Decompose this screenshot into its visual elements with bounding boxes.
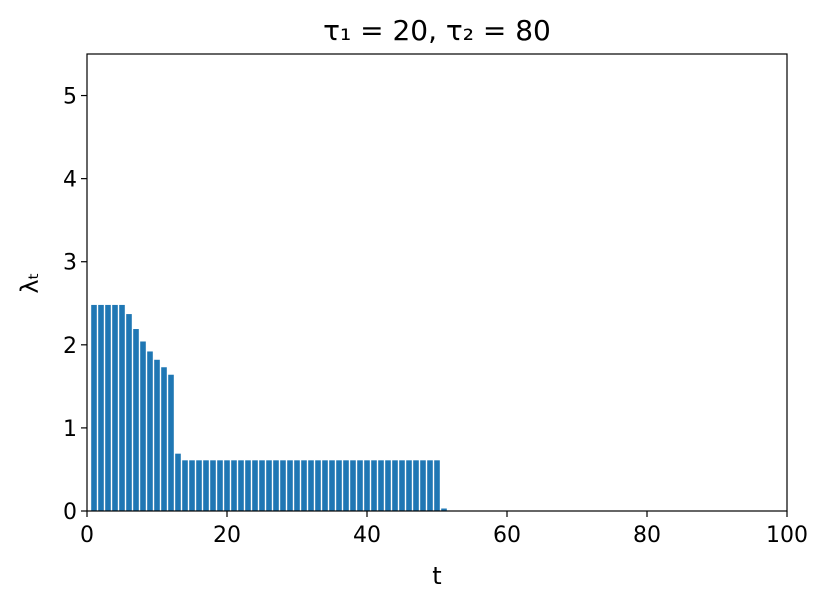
- bar: [91, 304, 97, 511]
- bar: [336, 460, 342, 511]
- bar: [308, 460, 314, 511]
- bar: [420, 460, 426, 511]
- bar: [287, 460, 293, 511]
- bar: [245, 460, 251, 511]
- bar: [301, 460, 307, 511]
- bar: [119, 304, 125, 511]
- bar: [98, 304, 104, 511]
- bar: [280, 460, 286, 511]
- bar: [357, 460, 363, 511]
- y-tick-label: 2: [63, 334, 77, 359]
- x-axis-label: t: [432, 562, 441, 590]
- y-tick-label: 1: [63, 417, 77, 442]
- y-tick-label: 5: [63, 85, 77, 110]
- x-tick-label: 0: [80, 523, 94, 548]
- bar: [126, 314, 132, 511]
- bar: [406, 460, 412, 511]
- bar: [238, 460, 244, 511]
- bar: [112, 304, 118, 511]
- bar: [266, 460, 272, 511]
- bar: [224, 460, 230, 511]
- bar: [231, 460, 237, 511]
- bar: [364, 460, 370, 511]
- bar: [427, 460, 433, 511]
- bar: [196, 460, 202, 511]
- x-tick-label: 20: [213, 523, 241, 548]
- bar: [182, 460, 188, 511]
- x-tick-label: 100: [766, 523, 808, 548]
- bar: [378, 460, 384, 511]
- y-axis-label: λₜ: [16, 272, 44, 293]
- bar: [147, 351, 153, 511]
- bar: [413, 460, 419, 511]
- bar: [189, 460, 195, 511]
- bar: [161, 367, 167, 511]
- bar: [217, 460, 223, 511]
- chart-title: τ₁ = 20, τ₂ = 80: [323, 14, 551, 47]
- bar: [294, 460, 300, 511]
- bar: [441, 508, 447, 511]
- x-tick-label: 40: [353, 523, 381, 548]
- bar: [203, 460, 209, 511]
- plot-frame: [86, 53, 788, 512]
- bar: [252, 460, 258, 511]
- bar: [322, 460, 328, 511]
- bar: [399, 460, 405, 511]
- x-tick-label: 60: [493, 523, 521, 548]
- bar: [385, 460, 391, 511]
- bar: [133, 329, 139, 511]
- bar: [210, 460, 216, 511]
- bar: [329, 460, 335, 511]
- bar: [273, 460, 279, 511]
- bar: [315, 460, 321, 511]
- bar: [343, 460, 349, 511]
- bar: [259, 460, 265, 511]
- bar: [105, 304, 111, 511]
- bar: [168, 374, 174, 511]
- y-tick-label: 3: [63, 251, 77, 276]
- bar: [371, 460, 377, 511]
- bar: [154, 359, 160, 511]
- bar: [392, 460, 398, 511]
- bar: [140, 341, 146, 511]
- bar: [175, 453, 181, 511]
- x-tick-label: 80: [633, 523, 661, 548]
- y-tick-label: 0: [63, 500, 77, 525]
- bar: [350, 460, 356, 511]
- y-tick-label: 4: [63, 168, 77, 193]
- bar: [434, 460, 440, 511]
